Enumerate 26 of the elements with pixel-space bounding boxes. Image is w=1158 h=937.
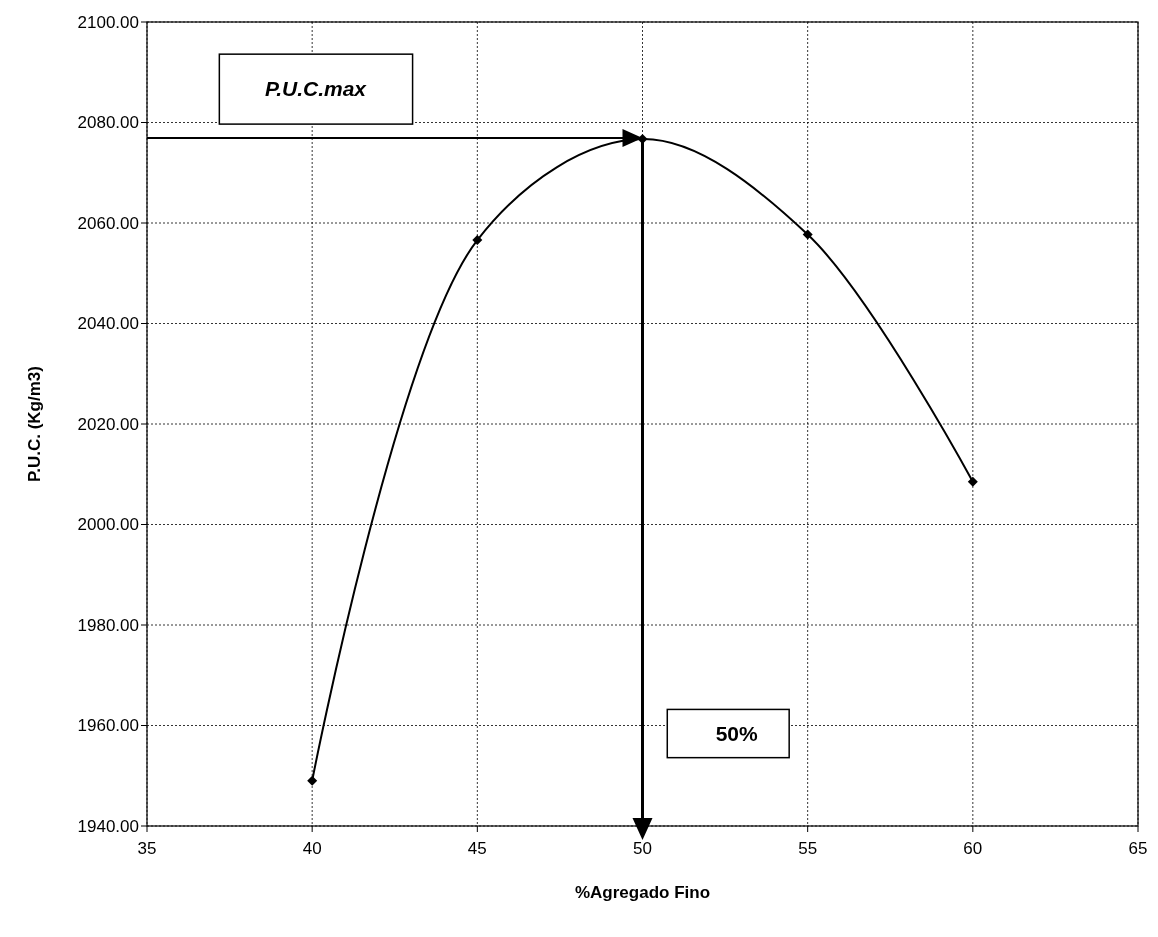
- y-tick-label: 2000.00: [77, 515, 139, 535]
- point: [307, 775, 318, 786]
- y-tick-label: 2100.00: [77, 12, 139, 32]
- y-tick-label: 1980.00: [77, 615, 139, 635]
- y-tick-label: 1960.00: [77, 716, 139, 736]
- y-tick-label: 2060.00: [77, 213, 139, 233]
- point: [967, 476, 978, 487]
- x-tick-label: 35: [137, 839, 157, 858]
- y-tick-label: 2020.00: [77, 414, 139, 434]
- y-tick-label: 1940.00: [77, 816, 139, 836]
- point: [472, 235, 483, 246]
- text-box: P.U.C.max: [218, 53, 414, 125]
- x-tick-label: 50: [633, 839, 652, 858]
- point: [802, 229, 813, 240]
- y-tick-label: 2080.00: [77, 113, 139, 133]
- x-tick-label: 40: [302, 839, 322, 858]
- y-tick-label: 2040.00: [77, 314, 139, 334]
- x-tick-label: 60: [963, 839, 983, 858]
- text-box: 50%: [666, 708, 790, 759]
- y-axis-title: P.U.C. (Kg/m3): [25, 366, 44, 482]
- x-tick-label: 45: [467, 839, 487, 858]
- x-tick-label: 65: [1128, 839, 1148, 858]
- x-axis-title: %Agregado Fino: [574, 883, 711, 902]
- annotation: 50%: [715, 721, 758, 745]
- annotation: P.U.C.max: [264, 77, 368, 101]
- x-tick-label: 55: [798, 839, 818, 858]
